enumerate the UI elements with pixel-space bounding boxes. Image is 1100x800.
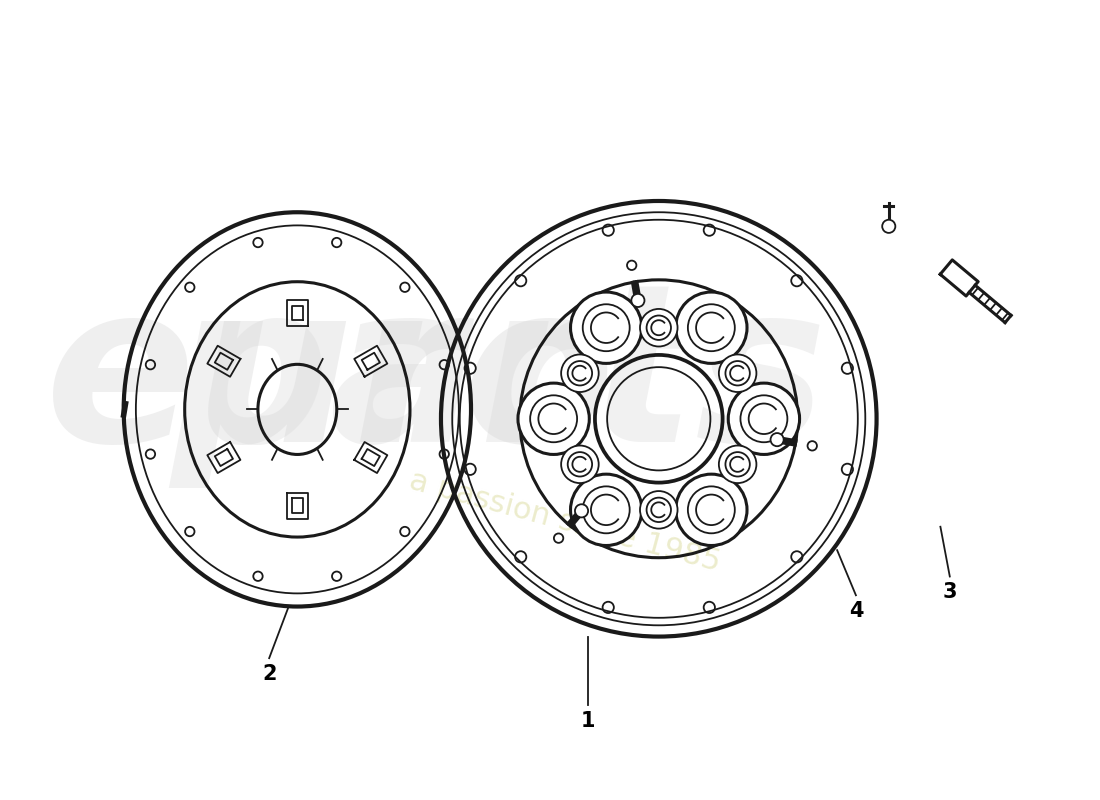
Circle shape bbox=[675, 474, 747, 546]
Circle shape bbox=[561, 354, 598, 392]
Circle shape bbox=[675, 292, 747, 363]
Circle shape bbox=[575, 504, 589, 518]
Text: parts: parts bbox=[170, 274, 828, 488]
Circle shape bbox=[882, 220, 895, 233]
Text: 2: 2 bbox=[262, 664, 276, 684]
Text: 3: 3 bbox=[943, 582, 957, 602]
Circle shape bbox=[631, 294, 645, 307]
Circle shape bbox=[627, 261, 637, 270]
Text: a passion since 1985: a passion since 1985 bbox=[406, 466, 724, 578]
Text: 4: 4 bbox=[849, 602, 864, 622]
Circle shape bbox=[554, 534, 563, 543]
Circle shape bbox=[561, 446, 598, 483]
Text: euro: euro bbox=[44, 274, 616, 488]
Text: 1: 1 bbox=[581, 711, 595, 731]
Circle shape bbox=[770, 433, 783, 446]
Circle shape bbox=[518, 383, 590, 454]
Circle shape bbox=[719, 354, 757, 392]
Circle shape bbox=[640, 309, 678, 346]
Circle shape bbox=[640, 491, 678, 529]
Circle shape bbox=[807, 441, 817, 450]
Circle shape bbox=[571, 474, 642, 546]
Circle shape bbox=[728, 383, 800, 454]
Circle shape bbox=[571, 292, 642, 363]
Circle shape bbox=[719, 446, 757, 483]
